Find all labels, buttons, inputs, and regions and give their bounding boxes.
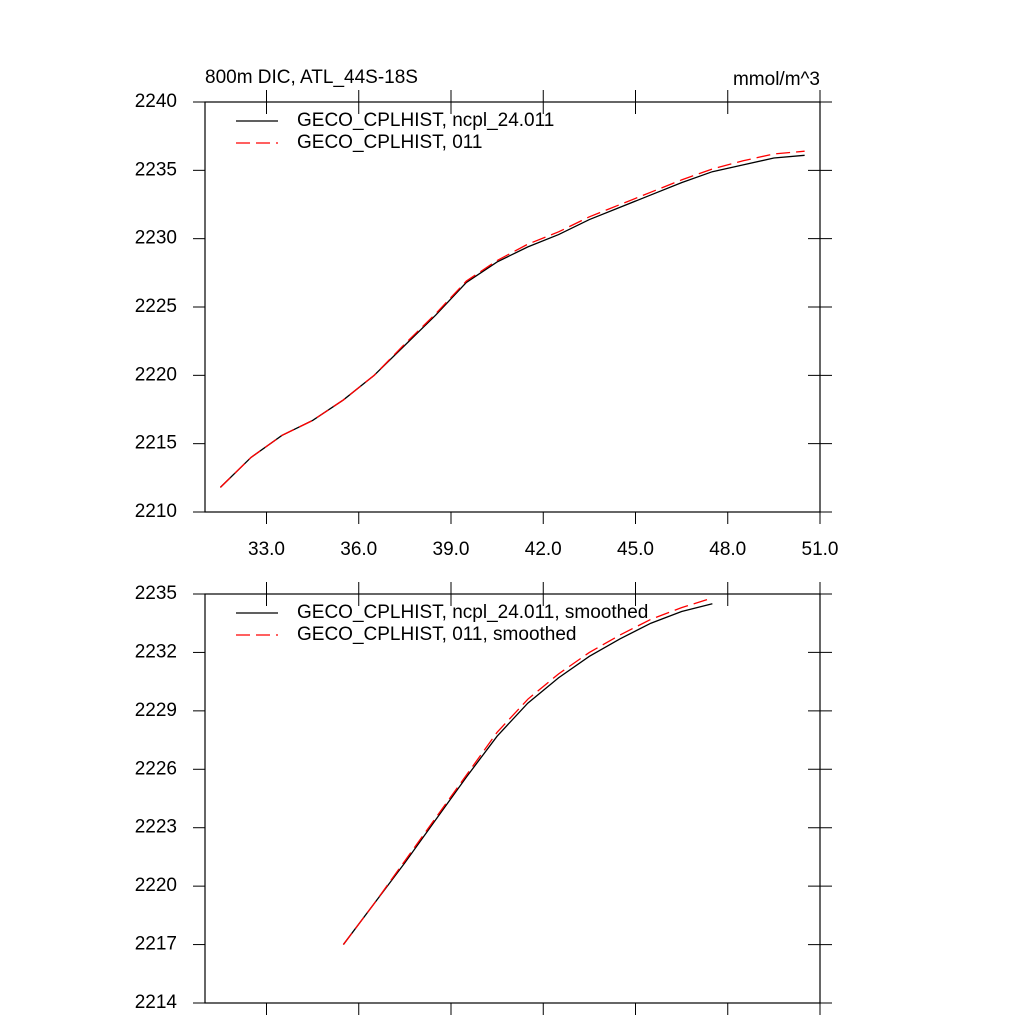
y-tick-label: 2225	[135, 296, 177, 317]
legend-label: GECO_CPLHIST, ncpl_24.011	[297, 110, 554, 131]
x-tick-label: 45.0	[617, 539, 654, 560]
x-tick-label: 33.0	[248, 539, 285, 560]
plot-frame	[204, 593, 821, 1004]
units-label: mmol/m^3	[733, 69, 820, 90]
y-tick-label: 2214	[135, 992, 178, 1013]
y-tick-label: 2229	[135, 700, 177, 721]
y-tick-label: 2223	[135, 817, 177, 838]
series-line	[342, 597, 713, 945]
y-tick-label: 2240	[135, 91, 177, 112]
series-line	[219, 150, 805, 488]
y-tick-label: 2230	[135, 228, 177, 249]
legend-label: GECO_CPLHIST, ncpl_24.011, smoothed	[297, 602, 648, 623]
y-tick-label: 2220	[135, 875, 177, 896]
legend-label: GECO_CPLHIST, 011, smoothed	[297, 624, 577, 645]
x-tick-label: 51.0	[802, 539, 839, 560]
y-tick-label: 2217	[135, 934, 177, 955]
x-tick-label: 36.0	[340, 539, 377, 560]
series-line	[342, 603, 713, 945]
y-tick-label: 2235	[135, 583, 177, 604]
y-tick-label: 2210	[135, 501, 177, 522]
plot-frame	[204, 101, 821, 513]
x-tick-label: 39.0	[433, 539, 470, 560]
y-tick-label: 2232	[135, 641, 177, 662]
y-tick-label: 2235	[135, 159, 177, 180]
legend-label: GECO_CPLHIST, 011	[297, 132, 483, 153]
chart-title: 800m DIC, ATL_44S-18S	[205, 67, 418, 88]
x-tick-label: 48.0	[709, 539, 746, 560]
y-tick-label: 2226	[135, 758, 177, 779]
series-line	[219, 154, 805, 488]
x-tick-label: 42.0	[525, 539, 562, 560]
y-tick-label: 2215	[135, 433, 177, 454]
y-tick-label: 2220	[135, 364, 177, 385]
